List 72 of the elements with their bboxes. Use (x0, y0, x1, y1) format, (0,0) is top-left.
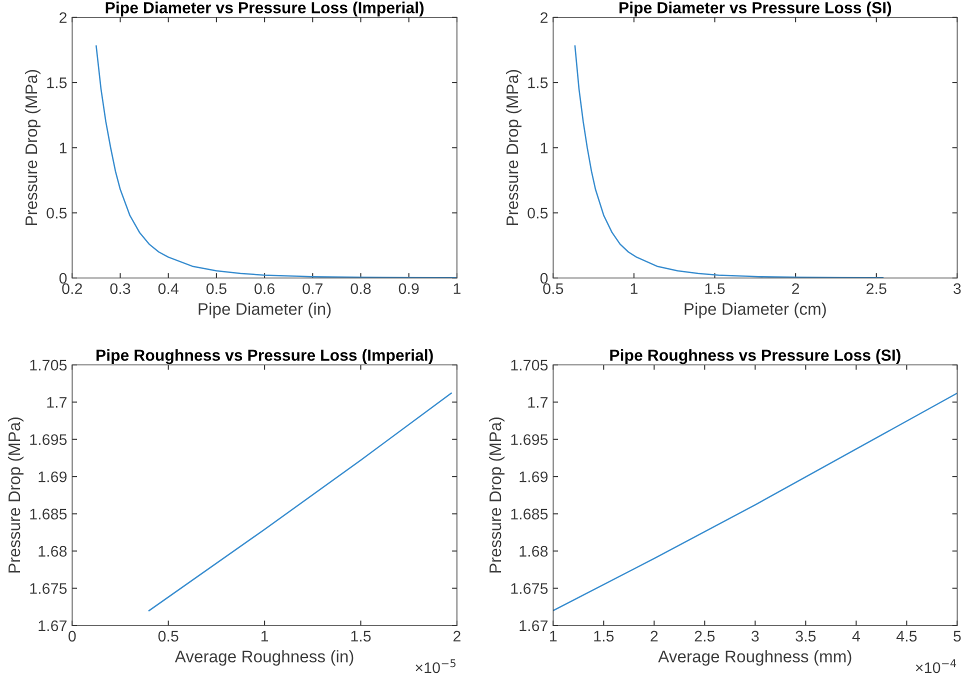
x-tick-label: 4 (852, 630, 860, 642)
y-tick-label: 1.5 (528, 78, 548, 88)
x-tick-label: 2.5 (694, 630, 715, 642)
x-tick-label: 4.5 (896, 630, 917, 642)
y-axis-title: Pressure Drop (MPa) (24, 70, 40, 226)
x-tick-label: 2 (792, 283, 800, 294)
y-tick-label: 1.67 (38, 620, 67, 632)
x-tick-label: 0.3 (110, 283, 130, 294)
y-tick-label: 2 (540, 12, 548, 23)
y-tick-label: 1.695 (511, 434, 548, 446)
x-tick-label: 1 (261, 630, 268, 642)
x-tick-label: 0.8 (350, 283, 371, 294)
y-tick-label: 0.5 (46, 208, 67, 219)
chart-title: Pipe Diameter vs Pressure Loss (Imperial) (106, 2, 424, 17)
y-tick-label: 1.5 (47, 78, 67, 88)
y-axis-title: Pressure Drop (MPa) (488, 417, 505, 573)
x-tick-label: 3.5 (796, 630, 816, 642)
x-tick-label: 0.5 (158, 630, 178, 642)
x-tick-label: 2 (453, 630, 460, 642)
x-tick-label: 5 (954, 630, 961, 642)
y-tick-label: 1.69 (520, 471, 548, 482)
y-tick-label: 1.7 (528, 397, 548, 408)
y-tick-label: 1.675 (511, 583, 548, 594)
chart-title: Pipe Diameter vs Pressure Loss (SI) (620, 2, 892, 17)
y-tick-label: 0 (540, 272, 548, 284)
x-axis-title: Average Roughness (in) (174, 650, 354, 666)
text: ×10$^{−4}$ (916, 659, 956, 674)
x-tick-label: 2.5 (866, 283, 886, 294)
x-axis-title: Average Roughness (mm) (658, 650, 852, 666)
x-tick-label: 0.6 (254, 283, 274, 294)
x-tick-label: 0.5 (206, 283, 226, 294)
y-tick-label: 0 (59, 272, 67, 284)
y-tick-label: 1.695 (30, 434, 67, 446)
chart-title: Pipe Roughness vs Pressure Loss (SI) (610, 349, 900, 364)
y-tick-label: 1.675 (30, 583, 67, 594)
x-tick-label: 0.9 (398, 283, 419, 294)
x-tick-label: 3 (752, 630, 759, 642)
y-tick-label: 1.685 (30, 508, 67, 520)
y-tick-label: 1.7 (47, 397, 67, 408)
y-tick-label: 1 (60, 142, 67, 154)
y-tick-label: 1.705 (511, 360, 548, 371)
y-tick-label: 1.685 (511, 508, 548, 520)
x-tick-label: 1.5 (351, 630, 371, 642)
x-tick-label: 0 (68, 630, 76, 642)
y-tick-label: 1.705 (30, 360, 67, 371)
line-series (148, 392, 452, 612)
line-series (96, 45, 457, 278)
x-axis-title: Pipe Diameter (cm) (684, 302, 826, 318)
y-tick-label: 1.68 (38, 546, 67, 557)
x-tick-label: 1 (454, 283, 460, 294)
y-tick-label: 1.68 (520, 546, 548, 557)
y-tick-label: 1.69 (38, 471, 67, 482)
x-axis-title: Pipe Diameter (in) (198, 302, 331, 318)
y-tick-label: 2 (60, 12, 67, 23)
x-tick-label: 1 (630, 283, 638, 294)
x-tick-label: 0.2 (62, 283, 82, 294)
y-axis-title: Pressure Drop (MPa) (506, 70, 522, 226)
y-tick-label: 1.67 (520, 620, 548, 632)
x-tick-label: 1.5 (594, 630, 614, 642)
x-tick-label: 0.7 (302, 283, 323, 294)
y-tick-label: 0.5 (528, 208, 548, 219)
x-tick-label: 1.5 (705, 283, 725, 294)
x-tick-label: 2 (650, 630, 658, 642)
chart-title: Pipe Roughness vs Pressure Loss (Imperial) (96, 349, 433, 364)
x-tick-label: 3 (954, 283, 961, 294)
x-tick-label: 0.4 (158, 283, 179, 294)
line-series (574, 45, 884, 278)
text: ×10$^{−5}$ (416, 659, 456, 674)
x-tick-label: 1 (550, 630, 557, 642)
y-axis-title: Pressure Drop (MPa) (8, 417, 24, 573)
y-tick-label: 1 (540, 142, 548, 154)
line-series (553, 392, 958, 612)
